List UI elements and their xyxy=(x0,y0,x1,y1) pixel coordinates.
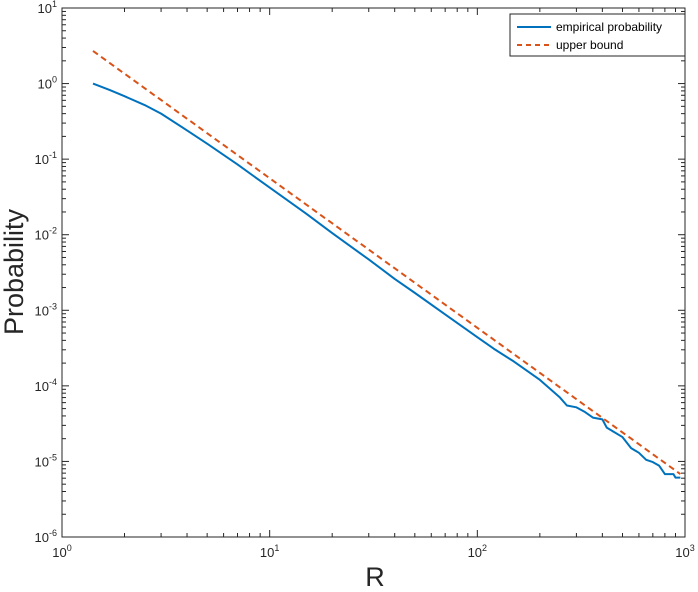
y-tick-label: 10-5 xyxy=(35,452,57,469)
plot-area xyxy=(62,8,685,537)
y-tick-label: 10-1 xyxy=(35,150,57,167)
axes-group xyxy=(61,7,686,538)
y-tick-label: 10-6 xyxy=(35,528,57,545)
y-axis-label: Probability xyxy=(0,208,29,335)
axes-box xyxy=(61,7,686,538)
x-tick-label: 102 xyxy=(468,543,487,560)
series-line-empirical-probability xyxy=(92,82,681,479)
x-axis-label: R xyxy=(365,562,385,592)
x-tick-label: 103 xyxy=(675,543,694,560)
y-tick-label: 101 xyxy=(38,0,57,16)
legend: empirical probability upper bound xyxy=(509,13,686,57)
x-tick-label: 101 xyxy=(260,543,279,560)
y-tick-label: 100 xyxy=(38,75,57,92)
plot-background xyxy=(62,8,685,537)
legend-box xyxy=(509,13,686,57)
y-tick-label: 10-3 xyxy=(35,301,57,318)
y-tick-label: 10-4 xyxy=(35,377,57,394)
series-line-upper-bound xyxy=(92,50,681,475)
legend-label-empirical: empirical probability xyxy=(556,20,662,34)
series-group xyxy=(92,50,681,479)
legend-label-upper-bound: upper bound xyxy=(556,38,623,52)
x-tick-label: 100 xyxy=(52,543,71,560)
y-tick-label: 10-2 xyxy=(35,226,57,243)
